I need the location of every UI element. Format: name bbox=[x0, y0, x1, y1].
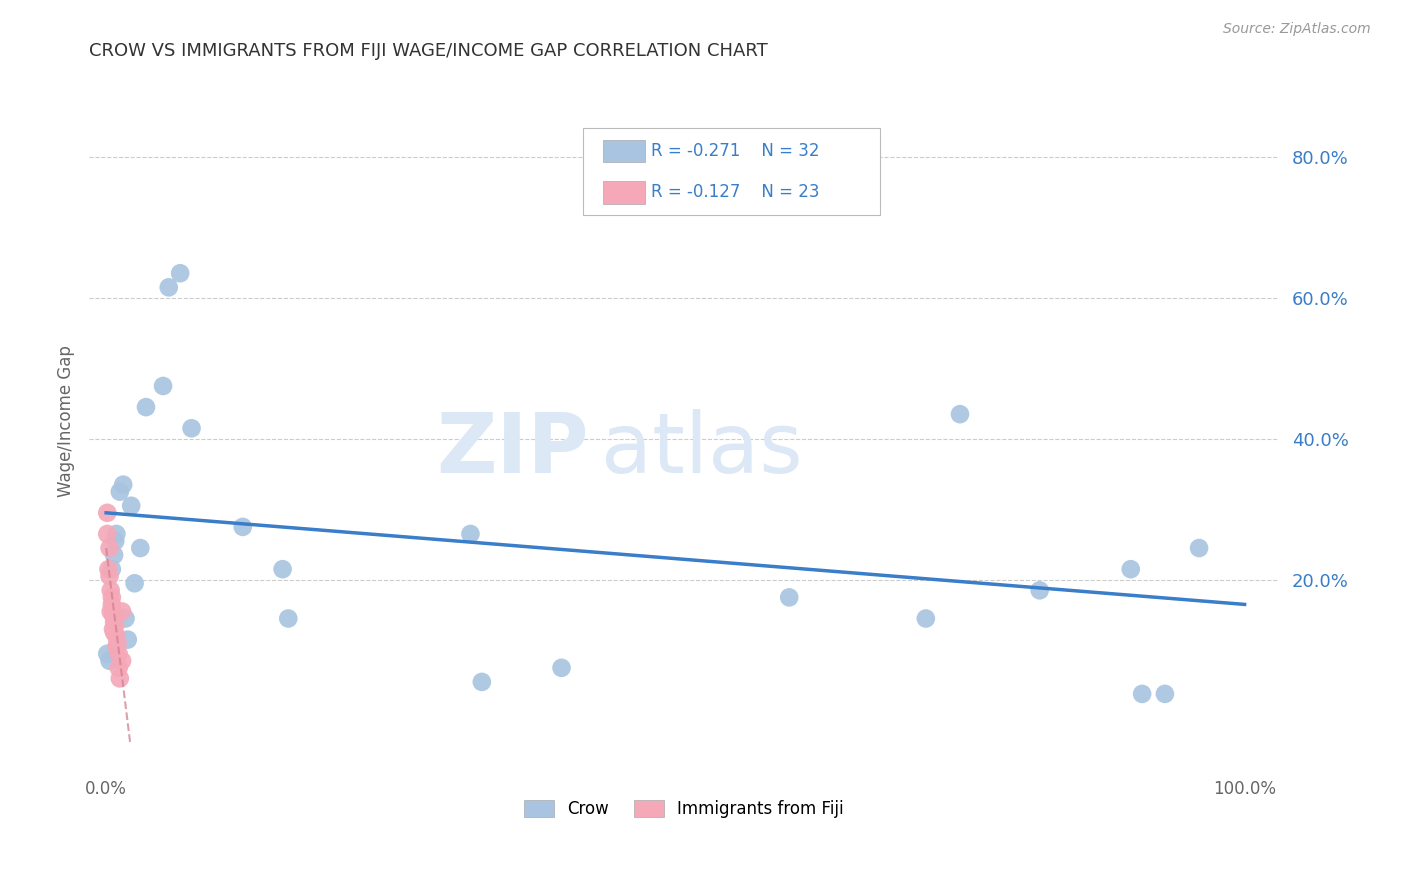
Point bbox=[107, 636, 129, 650]
Point bbox=[129, 541, 152, 555]
Bar bbox=[603, 140, 644, 162]
Point bbox=[471, 674, 494, 689]
Text: R = -0.271    N = 32: R = -0.271 N = 32 bbox=[651, 142, 820, 161]
Point bbox=[105, 527, 128, 541]
Text: ZIP: ZIP bbox=[436, 409, 589, 490]
Point bbox=[97, 562, 120, 576]
Y-axis label: Wage/Income Gap: Wage/Income Gap bbox=[58, 345, 75, 497]
Point bbox=[101, 598, 124, 612]
Point bbox=[101, 607, 124, 622]
Point bbox=[101, 622, 124, 636]
Point bbox=[778, 591, 800, 605]
Point bbox=[169, 266, 191, 280]
Text: R = -0.127    N = 23: R = -0.127 N = 23 bbox=[651, 184, 820, 202]
Point bbox=[100, 604, 122, 618]
Legend: Crow, Immigrants from Fiji: Crow, Immigrants from Fiji bbox=[517, 793, 851, 824]
Point bbox=[111, 604, 134, 618]
Point bbox=[98, 541, 121, 555]
Point bbox=[550, 661, 572, 675]
Point bbox=[271, 562, 294, 576]
Point bbox=[100, 583, 122, 598]
Point bbox=[460, 527, 482, 541]
Point bbox=[112, 477, 135, 491]
Point bbox=[108, 672, 131, 686]
Point bbox=[98, 569, 121, 583]
Point bbox=[104, 533, 127, 548]
Point bbox=[96, 506, 118, 520]
Point bbox=[152, 379, 174, 393]
Point bbox=[107, 661, 129, 675]
Bar bbox=[603, 181, 644, 203]
Point bbox=[96, 527, 118, 541]
Point bbox=[105, 629, 128, 643]
Point bbox=[949, 407, 972, 421]
Point bbox=[108, 484, 131, 499]
Point bbox=[277, 611, 299, 625]
Point bbox=[101, 591, 124, 605]
Point bbox=[1188, 541, 1211, 555]
FancyBboxPatch shape bbox=[582, 128, 880, 216]
Point bbox=[232, 520, 254, 534]
Point bbox=[914, 611, 936, 625]
Point bbox=[135, 400, 157, 414]
Text: atlas: atlas bbox=[600, 409, 803, 490]
Point bbox=[96, 647, 118, 661]
Text: CROW VS IMMIGRANTS FROM FIJI WAGE/INCOME GAP CORRELATION CHART: CROW VS IMMIGRANTS FROM FIJI WAGE/INCOME… bbox=[89, 42, 768, 60]
Point bbox=[114, 611, 136, 625]
Point bbox=[180, 421, 202, 435]
Point bbox=[117, 632, 139, 647]
Point bbox=[1130, 687, 1153, 701]
Text: Source: ZipAtlas.com: Source: ZipAtlas.com bbox=[1223, 22, 1371, 37]
Point bbox=[103, 548, 125, 562]
Point bbox=[103, 625, 125, 640]
Point bbox=[1028, 583, 1050, 598]
Point bbox=[98, 654, 121, 668]
Point bbox=[1154, 687, 1177, 701]
Point bbox=[101, 562, 124, 576]
Point bbox=[111, 654, 134, 668]
Point bbox=[104, 607, 127, 622]
Point bbox=[120, 499, 142, 513]
Point bbox=[107, 647, 129, 661]
Point bbox=[157, 280, 180, 294]
Point bbox=[105, 640, 128, 654]
Point bbox=[124, 576, 146, 591]
Point bbox=[1119, 562, 1142, 576]
Point bbox=[103, 615, 125, 629]
Point bbox=[104, 618, 127, 632]
